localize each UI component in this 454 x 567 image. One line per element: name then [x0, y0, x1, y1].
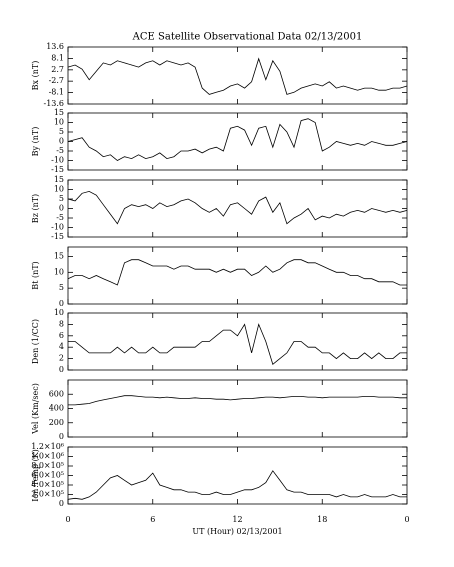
y-tick-label: 2.7 — [51, 65, 64, 74]
y-axis-label: Bx (nT) — [31, 61, 40, 91]
y-tick-label: 600 — [49, 389, 64, 398]
x-tick-label: 0 — [65, 515, 70, 524]
y-tick-label: 0 — [59, 499, 64, 508]
panel-frame — [67, 312, 408, 371]
x-tick-label: 6 — [150, 515, 155, 524]
y-tick-label: 0 — [59, 204, 64, 213]
x-tick-label: 18 — [317, 515, 327, 524]
y-tick-label: 13.6 — [46, 42, 64, 51]
y-tick-label: -10 — [51, 223, 64, 232]
y-tick-label: 5 — [59, 194, 64, 203]
y-tick-label: 1.2×10⁶ — [31, 442, 64, 451]
data-line — [67, 118, 408, 161]
x-axis-label: UT (Hour) 02/13/2001 — [192, 527, 282, 536]
y-tick-label: 1.0×10⁶ — [31, 452, 64, 461]
data-line — [67, 57, 408, 95]
panel-frame — [67, 112, 408, 171]
x-tick-label: 0 — [404, 515, 409, 524]
x-tick-label: 12 — [232, 515, 242, 524]
y-tick-label: 15 — [54, 108, 64, 117]
data-line — [67, 259, 407, 286]
y-tick-label: 10 — [54, 308, 64, 317]
y-tick-label: 2.0×10⁵ — [31, 490, 64, 499]
y-tick-label: 8 — [59, 319, 64, 328]
y-tick-label: 0 — [59, 365, 64, 374]
data-line — [67, 190, 408, 225]
y-tick-label: -10 — [51, 156, 64, 165]
y-tick-label: 5 — [59, 127, 64, 136]
panel-frame — [67, 46, 408, 105]
y-axis-label: Bz (nT) — [31, 194, 40, 223]
y-axis-label: Vel (Km/sec) — [31, 383, 40, 435]
y-tick-label: 6 — [59, 331, 64, 340]
panel-frame — [67, 179, 408, 238]
y-axis-label: Ion Temp (K) — [31, 449, 40, 502]
y-tick-label: 15 — [54, 252, 64, 261]
y-tick-label: 400 — [49, 404, 64, 413]
y-tick-label: 10 — [54, 118, 64, 127]
y-tick-label: 2 — [59, 354, 64, 363]
y-tick-label: 8.0×10⁵ — [31, 461, 64, 470]
y-tick-label: -8.1 — [49, 87, 64, 96]
chart-title: ACE Satellite Observational Data 02/13/2… — [132, 32, 363, 43]
y-tick-label: 6.0×10⁵ — [31, 471, 64, 480]
y-tick-label: 8.1 — [51, 54, 64, 63]
data-line — [67, 470, 407, 500]
data-line — [68, 395, 407, 406]
y-tick-label: 200 — [49, 418, 64, 427]
data-line — [68, 323, 407, 365]
panel-frame — [67, 446, 408, 505]
y-tick-label: 0 — [59, 137, 64, 146]
y-axis-label: Bt (nT) — [31, 261, 40, 289]
y-tick-label: -5 — [56, 213, 64, 222]
y-tick-label: 10 — [54, 267, 64, 276]
y-tick-label: 4 — [59, 342, 64, 351]
y-tick-label: -15 — [51, 165, 64, 174]
y-tick-label: 0 — [59, 299, 64, 308]
y-tick-label: 15 — [54, 175, 64, 184]
y-tick-label: 0 — [59, 432, 64, 441]
y-tick-label: 4.0×10⁵ — [31, 480, 64, 489]
y-tick-label: -13.6 — [43, 99, 64, 108]
panel-frame — [67, 379, 408, 438]
y-tick-label: -15 — [51, 232, 64, 241]
y-tick-label: 5 — [59, 283, 64, 292]
y-tick-label: -5 — [56, 146, 64, 155]
y-axis-label: By (nT) — [31, 127, 40, 157]
y-tick-label: -2.7 — [49, 76, 64, 85]
y-axis-label: Den (1/CC) — [31, 319, 40, 364]
y-tick-label: 10 — [54, 185, 64, 194]
